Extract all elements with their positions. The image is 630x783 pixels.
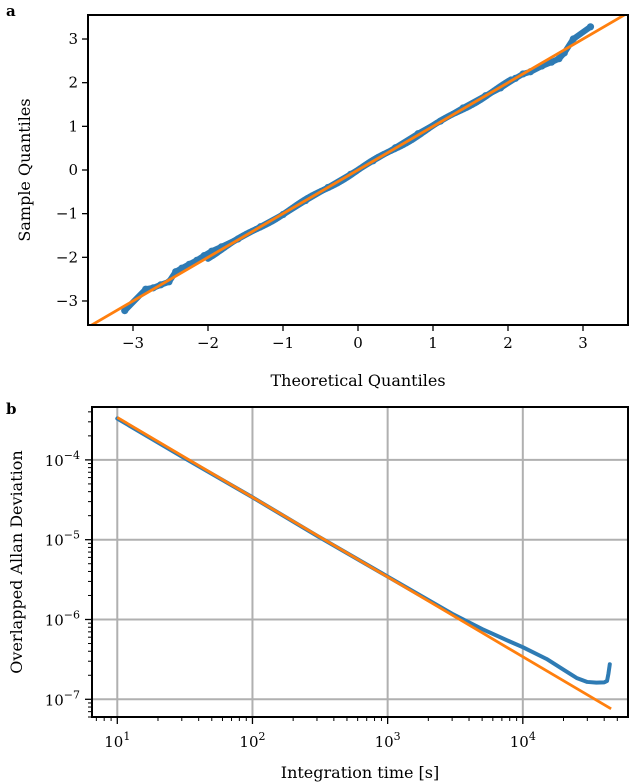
qq-y-tick-label: 3	[68, 30, 78, 48]
allan-deviation-curve	[115, 416, 612, 685]
allan-grid	[92, 407, 628, 717]
allan-y-tick-label: 10−6	[45, 608, 80, 629]
allan-y-tick-label: 10−4	[45, 449, 80, 470]
qq-plot-panel: a −3 −2 −1 0 1 2 3 −3 −2 −1 0 1 2 3 Theoretical Quant…	[6, 2, 629, 390]
allan-x-tick-label: 101	[104, 730, 130, 751]
allan-x-axis-label: Integration time [s]	[281, 763, 440, 782]
qq-y-tick-label: −3	[56, 292, 78, 310]
qq-y-tick-label: 0	[68, 161, 78, 179]
allan-x-tick-label: 102	[239, 730, 265, 751]
qq-sample-point	[555, 55, 563, 63]
qq-x-tick-label: −2	[197, 334, 219, 352]
qq-x-axis-label: Theoretical Quantiles	[270, 371, 445, 390]
qq-y-axis-label: Sample Quantiles	[15, 98, 34, 241]
allan-deviation-panel: b 101 102 103 104 10−7 10−6 10−5 10−4 Integrati…	[6, 400, 629, 782]
allan-x-tick-label: 104	[510, 730, 536, 751]
qq-sample-point	[121, 306, 129, 315]
qq-sample-point	[586, 23, 595, 31]
qq-x-tick-label: −1	[272, 334, 294, 352]
qq-plot-area	[88, 15, 628, 325]
allan-y-tick-label: 10−7	[45, 688, 80, 709]
qq-sample-point	[569, 35, 577, 43]
qq-sample-point	[547, 58, 556, 66]
qq-x-tick-label: −3	[122, 334, 144, 352]
allan-y-axis-label: Overlapped Allan Deviation	[7, 450, 26, 673]
allan-x-tick-label: 103	[375, 730, 401, 751]
qq-y-tick-label: −1	[56, 205, 78, 223]
qq-y-tick-label: −2	[56, 248, 78, 266]
allan-axis-ticks: 101 102 103 104 10−7 10−6 10−5 10−4	[45, 411, 618, 751]
qq-x-tick-label: 0	[353, 334, 363, 352]
qq-x-tick-label: 1	[428, 334, 438, 352]
panel-label-a: a	[6, 2, 16, 20]
panel-label-b: b	[6, 400, 17, 418]
allan-plot-area	[115, 416, 612, 711]
qq-x-tick-label: 3	[578, 334, 588, 352]
allan-fit-line	[116, 416, 612, 711]
allan-plot-frame	[91, 406, 629, 718]
allan-y-tick-label: 10−5	[45, 529, 80, 550]
qq-x-tick-label: 2	[503, 334, 513, 352]
qq-y-tick-label: 1	[68, 117, 78, 135]
qq-y-tick-label: 2	[68, 74, 78, 92]
qq-axis-ticks: −3 −2 −1 0 1 2 3 −3 −2 −1 0 1 2 3	[56, 30, 588, 352]
qq-reference-line	[88, 15, 628, 325]
